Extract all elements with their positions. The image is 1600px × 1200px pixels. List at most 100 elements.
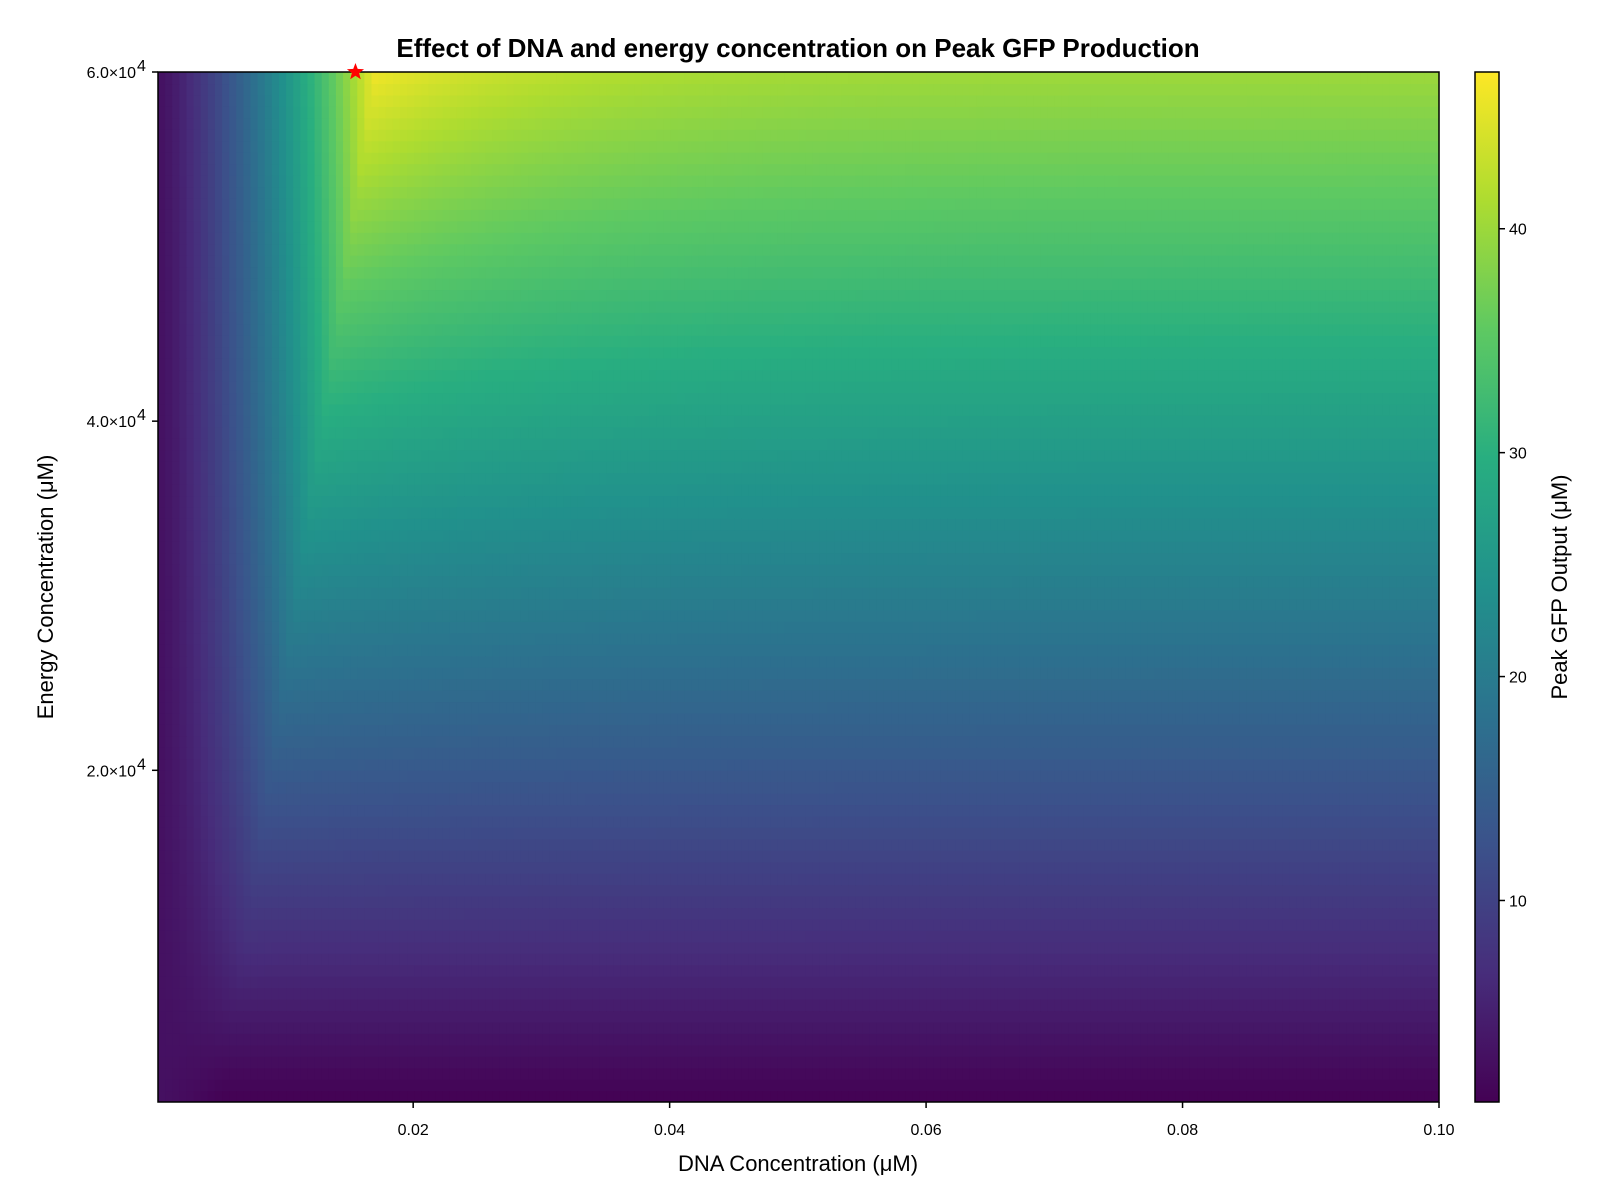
heatmap-cell — [1233, 1045, 1241, 1057]
heatmap-cell — [215, 873, 223, 885]
heatmap-cell — [912, 930, 920, 942]
heatmap-cell — [934, 827, 942, 839]
heatmap-cell — [948, 999, 956, 1011]
heatmap-cell — [919, 793, 927, 805]
heatmap-cell — [158, 873, 166, 885]
heatmap-cell — [1040, 1056, 1048, 1068]
heatmap-cell — [877, 827, 885, 839]
heatmap-cell — [991, 1033, 999, 1045]
heatmap-cell — [834, 827, 842, 839]
heatmap-cell — [1019, 850, 1027, 862]
heatmap-cell — [649, 1045, 657, 1057]
heatmap-cell — [208, 782, 216, 794]
heatmap-cell — [1083, 793, 1091, 805]
heatmap-cell — [1346, 816, 1354, 828]
heatmap-cell — [1211, 896, 1219, 908]
heatmap-cell — [1346, 862, 1354, 874]
heatmap-cell — [329, 885, 337, 897]
heatmap-cell — [1240, 827, 1248, 839]
heatmap-cell — [670, 1033, 678, 1045]
heatmap-cell — [1105, 827, 1113, 839]
heatmap-cell — [158, 896, 166, 908]
heatmap-cell — [649, 930, 657, 942]
heatmap-cell — [777, 873, 785, 885]
heatmap-cell — [443, 942, 451, 954]
heatmap-cell — [286, 1056, 294, 1068]
heatmap-cell — [1119, 976, 1127, 988]
heatmap-cell — [1247, 942, 1255, 954]
heatmap-cell — [1076, 907, 1084, 919]
heatmap-cell — [478, 1068, 486, 1080]
heatmap-cell — [1304, 1022, 1312, 1034]
heatmap-cell — [948, 782, 956, 794]
heatmap-cell — [848, 1033, 856, 1045]
heatmap-cell — [1076, 862, 1084, 874]
heatmap-cell — [834, 942, 842, 954]
heatmap-cell — [1190, 1045, 1198, 1057]
heatmap-cell — [855, 827, 863, 839]
heatmap-cell — [1382, 804, 1390, 816]
heatmap-cell — [905, 919, 913, 931]
heatmap-cell — [998, 999, 1006, 1011]
heatmap-cell — [258, 1010, 266, 1022]
heatmap-cell — [1361, 839, 1369, 851]
heatmap-cell — [1083, 827, 1091, 839]
heatmap-cell — [1005, 793, 1013, 805]
heatmap-cell — [1332, 953, 1340, 965]
heatmap-cell — [549, 862, 557, 874]
heatmap-cell — [969, 1056, 977, 1068]
heatmap-cell — [727, 965, 735, 977]
heatmap-cell — [571, 1045, 579, 1057]
heatmap-cell — [578, 816, 586, 828]
heatmap-cell — [1389, 976, 1397, 988]
heatmap-cell — [564, 988, 572, 1000]
heatmap-cell — [955, 885, 963, 897]
heatmap-cell — [1261, 942, 1269, 954]
heatmap-cell — [927, 1091, 935, 1103]
heatmap-cell — [1119, 1091, 1127, 1103]
heatmap-cell — [1126, 953, 1134, 965]
heatmap-cell — [984, 1022, 992, 1034]
heatmap-cell — [279, 885, 287, 897]
heatmap-cell — [1396, 1045, 1404, 1057]
heatmap-cell — [251, 1056, 259, 1068]
heatmap-cell — [685, 793, 693, 805]
heatmap-cell — [1033, 827, 1041, 839]
heatmap-cell — [471, 965, 479, 977]
heatmap-cell — [1368, 988, 1376, 1000]
heatmap-cell — [898, 782, 906, 794]
heatmap-cell — [1247, 1022, 1255, 1034]
heatmap-cell — [706, 988, 714, 1000]
heatmap-cell — [1325, 1091, 1333, 1103]
heatmap-cell — [699, 1079, 707, 1091]
heatmap-cell — [1247, 839, 1255, 851]
heatmap-cell — [1019, 839, 1027, 851]
heatmap-cell — [962, 885, 970, 897]
heatmap-cell — [1403, 1056, 1411, 1068]
heatmap-cell — [1140, 1079, 1148, 1091]
heatmap-cell — [179, 1056, 187, 1068]
heatmap-cell — [642, 1022, 650, 1034]
heatmap-cell — [763, 793, 771, 805]
heatmap-cell — [1126, 1045, 1134, 1057]
heatmap-cell — [1147, 804, 1155, 816]
heatmap-cell — [528, 1079, 536, 1091]
heatmap-cell — [962, 1091, 970, 1103]
heatmap-cell — [307, 942, 315, 954]
heatmap-cell — [870, 999, 878, 1011]
heatmap-cell — [1097, 999, 1105, 1011]
heatmap-cell — [1275, 816, 1283, 828]
heatmap-cell — [1083, 907, 1091, 919]
heatmap-cell — [1375, 850, 1383, 862]
heatmap-cell — [364, 782, 372, 794]
heatmap-cell — [1290, 793, 1298, 805]
heatmap-cell — [300, 793, 308, 805]
heatmap-cell — [208, 1091, 216, 1103]
heatmap-cell — [1005, 1033, 1013, 1045]
heatmap-cell — [1226, 965, 1234, 977]
heatmap-cell — [336, 907, 344, 919]
heatmap-cell — [1119, 1056, 1127, 1068]
heatmap-cell — [428, 953, 436, 965]
heatmap-cell — [279, 965, 287, 977]
heatmap-cell — [799, 804, 807, 816]
